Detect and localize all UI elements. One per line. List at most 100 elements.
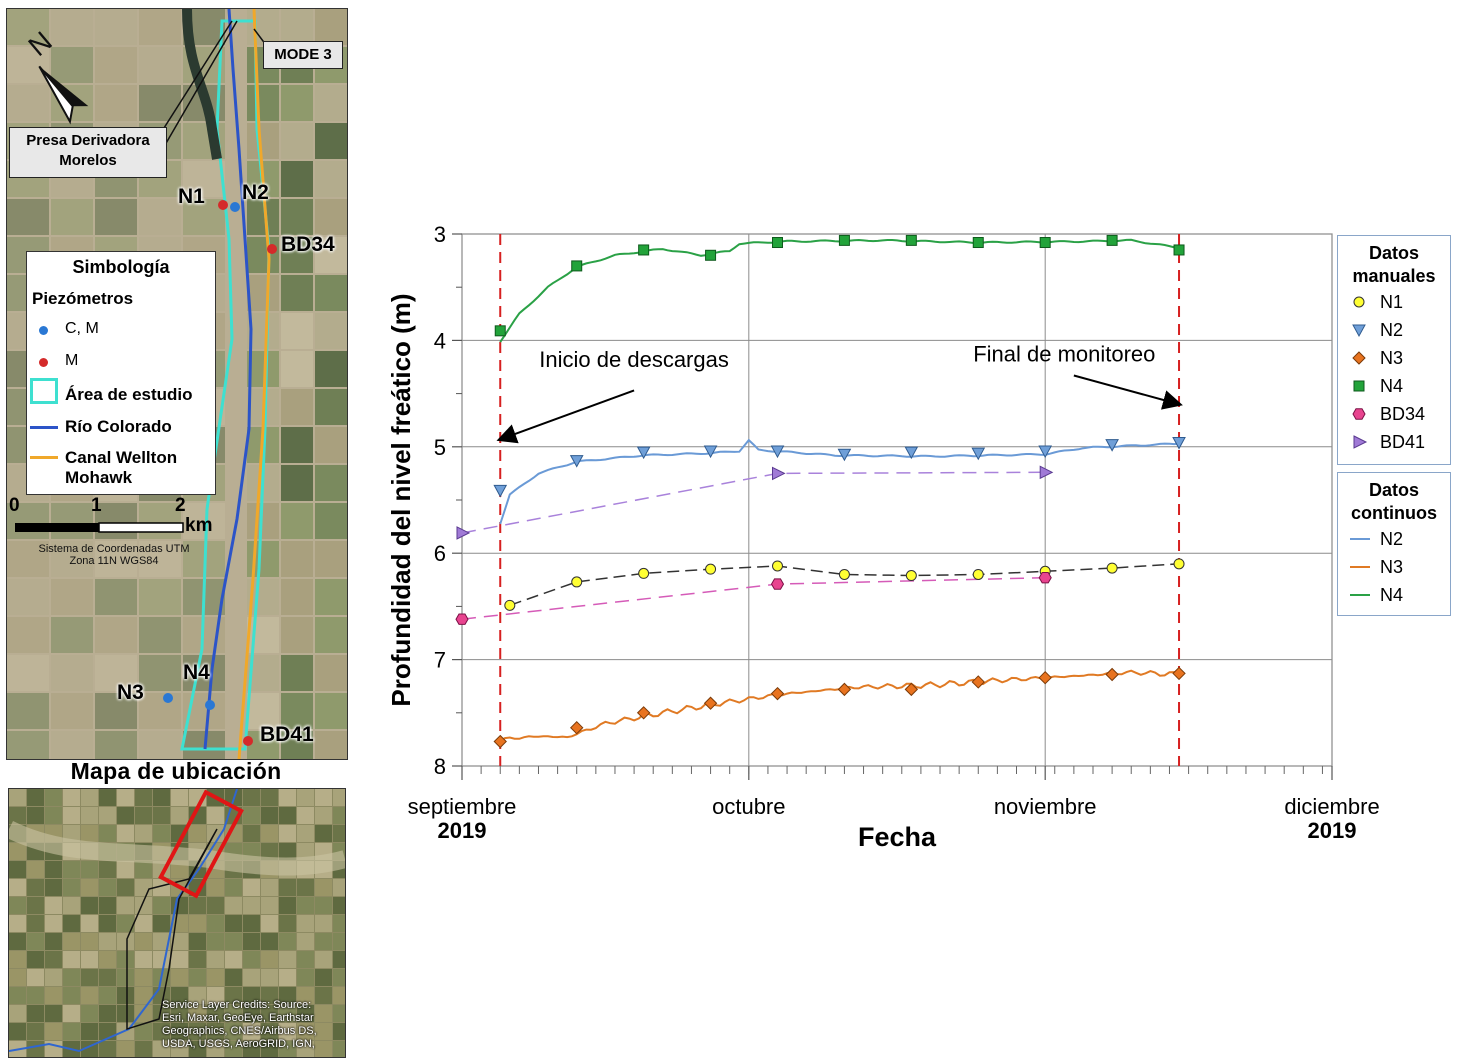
study-area-map: N MODE 3 Presa Derivadora Morelos N1 N2 … [6, 8, 348, 760]
marker-N2 [1352, 324, 1366, 338]
marker-N2 [837, 448, 852, 462]
symbology-box: Simbología Piezómetros C, M M Área de es… [26, 251, 216, 495]
marker-N4 [494, 325, 506, 337]
location-river [9, 789, 238, 1053]
legend-swatch-continuous-N2 [1350, 538, 1370, 540]
river-label: Río Colorado [65, 417, 172, 436]
x-tick-year-diciembre: 2019 [1308, 818, 1357, 843]
y-tick-label-6: 6 [434, 541, 446, 566]
marker-N1 [972, 568, 984, 580]
m-label: M [65, 352, 79, 369]
study-area-outline [180, 19, 271, 751]
x-tick-year-septiembre: 2019 [438, 818, 487, 843]
legend-swatch-manual-N2 [1352, 324, 1366, 338]
legend-continuous-title: Datos continuos [1351, 480, 1437, 523]
marker-N3 [636, 706, 651, 720]
m-marker-icon [39, 358, 48, 367]
point-BD41 [243, 736, 253, 746]
marker-N4 [1173, 244, 1185, 256]
x-tick-label-diciembre: diciembre [1284, 794, 1379, 819]
chart-annotations: Inicio de descargas Final de monitoreo [496, 342, 1183, 444]
y-tick-label-5: 5 [434, 435, 446, 460]
marker-N4 [771, 237, 783, 249]
x-tick-label-octubre: octubre [712, 794, 785, 819]
scale-tick-2: 2 [175, 495, 186, 516]
annotation-0: Inicio de descargas [539, 347, 729, 372]
annotation-1: Final de monitoreo [973, 342, 1155, 367]
x-tick-label-septiembre: septiembre [408, 794, 517, 819]
marker-N4 [638, 244, 650, 256]
marker-N2 [1105, 439, 1119, 452]
location-region-outline [126, 828, 218, 1031]
marker-N1 [638, 567, 650, 579]
marker-BD41 [771, 466, 786, 481]
marker-N1 [838, 568, 850, 580]
marker-N3 [570, 720, 584, 735]
marker-N3 [493, 734, 507, 749]
y-tick-label-3: 3 [434, 222, 446, 247]
marker-N1 [1173, 558, 1185, 570]
marker-N1 [905, 570, 917, 582]
marker-N4 [1353, 380, 1365, 392]
marker-N2 [1038, 445, 1053, 459]
scale-bar [15, 522, 184, 533]
canal-label: Canal Wellton Mohawk [65, 448, 178, 487]
marker-N3 [703, 696, 718, 710]
label-BD34: BD34 [281, 233, 335, 256]
marker-N2 [904, 446, 919, 460]
point-N2 [230, 202, 240, 212]
legend-swatch-manual-N4 [1353, 380, 1365, 392]
legend-label-manual-N2: N2 [1380, 320, 1404, 340]
legend-entry-continuous-N2: N2 [1338, 525, 1450, 553]
legend-entry-manual-N4: N4 [1338, 372, 1450, 400]
plot-frame [461, 233, 1333, 767]
legend-continuous: Datos continuos N2 N3 N4 [1337, 472, 1451, 616]
marker-N2 [770, 445, 785, 459]
marker-N4 [705, 249, 717, 261]
river-channel [182, 9, 222, 160]
point-N3 [163, 693, 173, 703]
legend-entry-manual-BD41: BD41 [1338, 428, 1450, 456]
crs-label: Sistema de Coordenadas UTM Zona 11N WGS8… [38, 543, 190, 567]
location-map-canvas [9, 789, 345, 1057]
marker-BD34 [455, 613, 469, 625]
marker-N4 [905, 234, 917, 246]
point-N4 [205, 700, 215, 710]
marker-BD34 [770, 578, 785, 590]
label-N3: N3 [117, 681, 144, 704]
marker-N4 [571, 260, 583, 272]
chart-series-markers [455, 234, 1186, 749]
marker-N3 [1352, 351, 1366, 365]
location-map: Service Layer Credits: Source: Esri, Max… [8, 788, 346, 1058]
marker-N2 [636, 446, 651, 460]
marker-N3 [770, 686, 785, 701]
marker-N3 [837, 682, 852, 697]
scale-tick-0: 0 [9, 495, 20, 516]
marker-BD34 [1038, 572, 1052, 584]
location-map-title: Mapa de ubicación [70, 758, 282, 784]
cm-marker-icon [39, 326, 48, 335]
label-N2: N2 [242, 181, 269, 204]
manual-line-N1 [509, 563, 1180, 607]
marker-N3 [1172, 666, 1186, 681]
marker-BD41 [456, 526, 471, 540]
legend-swatch-manual-N1 [1353, 296, 1365, 308]
symbology-title: Simbología [72, 257, 170, 277]
cm-label: C, M [65, 320, 99, 337]
study-area-icon [30, 378, 58, 404]
legend-label-manual-N3: N3 [1380, 348, 1404, 368]
legend-swatch-manual-BD34 [1352, 408, 1366, 420]
marker-N3 [1038, 670, 1052, 685]
marker-N2 [569, 455, 584, 468]
y-tick-label-4: 4 [434, 328, 446, 353]
marker-N2 [971, 447, 986, 461]
legend-entry-manual-BD34: BD34 [1338, 400, 1450, 428]
dam-label: Presa Derivadora Morelos [9, 127, 167, 178]
legend-label-continuous-N3: N3 [1380, 557, 1404, 577]
legend-entry-continuous-N4: N4 [1338, 581, 1450, 609]
marker-N1 [771, 560, 783, 572]
y-tick-label-7: 7 [434, 648, 446, 673]
marker-N1 [571, 576, 583, 588]
point-N1 [218, 200, 228, 210]
legend-label-manual-BD34: BD34 [1380, 404, 1426, 424]
